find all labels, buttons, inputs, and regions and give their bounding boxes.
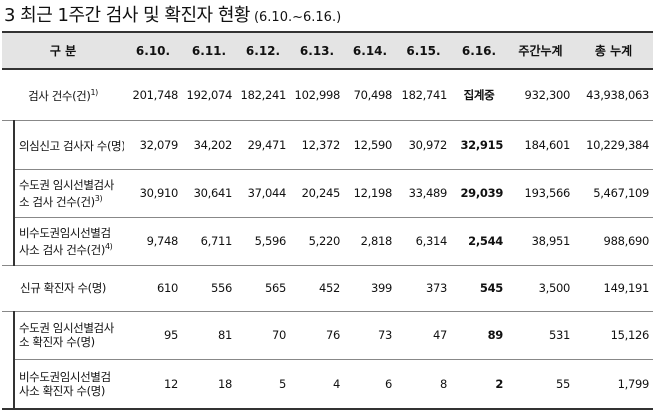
header-grand-total: 총 누계 bbox=[574, 31, 654, 70]
row-label: 수도권 임시선별검사소 확진자 수(명) bbox=[12, 310, 125, 360]
table-cell: 2 bbox=[451, 358, 508, 410]
table-row: 수도권 임시선별검사소 검사 건수(건)3) 30,910 30,641 37,… bbox=[2, 168, 654, 218]
table-cell: 149,191 bbox=[574, 264, 654, 312]
header-date: 6.12. bbox=[236, 31, 291, 70]
table-cell: 2,818 bbox=[344, 216, 397, 266]
table-cell: 5,467,109 bbox=[574, 168, 654, 218]
table-cell: 3,500 bbox=[507, 264, 575, 312]
table-cell: 610 bbox=[124, 264, 183, 312]
table-cell: 988,690 bbox=[574, 216, 654, 266]
table-cell: 34,202 bbox=[182, 119, 237, 170]
row-label: 신규 확진자 수(명) bbox=[2, 264, 125, 312]
title-date-range: (6.10.~6.16.) bbox=[253, 10, 342, 25]
table-cell: 531 bbox=[507, 310, 575, 360]
table-cell: 192,074 bbox=[182, 68, 237, 121]
table-cell: 33,489 bbox=[396, 168, 452, 218]
table-cell: 6 bbox=[344, 358, 397, 410]
row-label: 비수도권임시선별검사소 확진자 수(명) bbox=[12, 358, 125, 410]
header-date: 6.13. bbox=[290, 31, 345, 70]
header-date: 6.11. bbox=[182, 31, 237, 70]
table-cell: 95 bbox=[124, 310, 183, 360]
table-cell: 20,245 bbox=[290, 168, 345, 218]
table-row: 의심신고 검사자 수(명)2) 32,079 34,202 29,471 12,… bbox=[2, 119, 654, 170]
table-cell: 9,748 bbox=[124, 216, 183, 266]
table-cell: 4 bbox=[290, 358, 345, 410]
table-cell: 8 bbox=[396, 358, 452, 410]
table-cell: 집계중 bbox=[451, 68, 508, 121]
table-cell: 81 bbox=[182, 310, 237, 360]
table-cell: 15,126 bbox=[574, 310, 654, 360]
table-cell: 32,915 bbox=[451, 119, 508, 170]
table-cell: 37,044 bbox=[236, 168, 291, 218]
table-cell: 47 bbox=[396, 310, 452, 360]
row-label: 의심신고 검사자 수(명)2) bbox=[12, 119, 125, 170]
row-label: 검사 건수(건)1) bbox=[2, 68, 125, 121]
table-cell: 12,590 bbox=[344, 119, 397, 170]
table-cell: 182,741 bbox=[396, 68, 452, 121]
table-cell: 182,241 bbox=[236, 68, 291, 121]
table-row: 비수도권임시선별검사소 확진자 수(명) 12 18 5 4 6 8 2 55 … bbox=[2, 358, 654, 410]
table-cell: 76 bbox=[290, 310, 345, 360]
header-category: 구 분 bbox=[2, 31, 125, 70]
table-row: 수도권 임시선별검사소 확진자 수(명) 95 81 70 76 73 47 8… bbox=[2, 310, 654, 360]
table-cell: 102,998 bbox=[290, 68, 345, 121]
table-cell: 193,566 bbox=[507, 168, 575, 218]
table-cell: 10,229,384 bbox=[574, 119, 654, 170]
table-cell: 12,198 bbox=[344, 168, 397, 218]
table-cell: 452 bbox=[290, 264, 345, 312]
table-cell: 6,711 bbox=[182, 216, 237, 266]
table-cell: 1,799 bbox=[574, 358, 654, 410]
table-cell: 89 bbox=[451, 310, 508, 360]
table-cell: 29,471 bbox=[236, 119, 291, 170]
row-label: 비수도권임시선별검사소 검사 건수(건)4) bbox=[12, 216, 125, 266]
header-row: 구 분 6.10. 6.11. 6.12. 6.13. 6.14. 6.15. … bbox=[2, 31, 654, 70]
table-row: 비수도권임시선별검사소 검사 건수(건)4) 9,748 6,711 5,596… bbox=[2, 216, 654, 266]
table-cell: 70 bbox=[236, 310, 291, 360]
table-cell: 399 bbox=[344, 264, 397, 312]
table-row: 신규 확진자 수(명) 610 556 565 452 399 373 545 … bbox=[2, 264, 654, 312]
table-cell: 70,498 bbox=[344, 68, 397, 121]
header-weekly-total: 주간누계 bbox=[507, 31, 575, 70]
header-date: 6.10. bbox=[124, 31, 183, 70]
header-date: 6.15. bbox=[396, 31, 452, 70]
table-cell: 932,300 bbox=[507, 68, 575, 121]
table-cell: 18 bbox=[182, 358, 237, 410]
title-main: 3 최근 1주간 검사 및 확진자 현황 bbox=[4, 5, 250, 26]
header-date: 6.14. bbox=[344, 31, 397, 70]
testing-status-table: 구 분 6.10. 6.11. 6.12. 6.13. 6.14. 6.15. … bbox=[2, 31, 654, 410]
table-cell: 29,039 bbox=[451, 168, 508, 218]
table-cell: 30,641 bbox=[182, 168, 237, 218]
table-cell: 30,910 bbox=[124, 168, 183, 218]
table-cell: 5,596 bbox=[236, 216, 291, 266]
table-cell: 565 bbox=[236, 264, 291, 312]
row-label: 수도권 임시선별검사소 검사 건수(건)3) bbox=[12, 168, 125, 218]
table-cell: 373 bbox=[396, 264, 452, 312]
table-cell: 5 bbox=[236, 358, 291, 410]
table-cell: 184,601 bbox=[507, 119, 575, 170]
table-cell: 6,314 bbox=[396, 216, 452, 266]
table-cell: 30,972 bbox=[396, 119, 452, 170]
table-cell: 73 bbox=[344, 310, 397, 360]
table-cell: 201,748 bbox=[124, 68, 183, 121]
table-cell: 55 bbox=[507, 358, 575, 410]
table-cell: 545 bbox=[451, 264, 508, 312]
table-cell: 43,938,063 bbox=[574, 68, 654, 121]
table-cell: 12 bbox=[124, 358, 183, 410]
table-cell: 32,079 bbox=[124, 119, 183, 170]
table-cell: 12,372 bbox=[290, 119, 345, 170]
header-date: 6.16. bbox=[451, 31, 508, 70]
table-cell: 2,544 bbox=[451, 216, 508, 266]
table-cell: 5,220 bbox=[290, 216, 345, 266]
table-cell: 556 bbox=[182, 264, 237, 312]
page-title: 3 최근 1주간 검사 및 확진자 현황 (6.10.~6.16.) bbox=[4, 4, 341, 28]
table-cell: 38,951 bbox=[507, 216, 575, 266]
table-row: 검사 건수(건)1) 201,748 192,074 182,241 102,9… bbox=[2, 68, 654, 121]
